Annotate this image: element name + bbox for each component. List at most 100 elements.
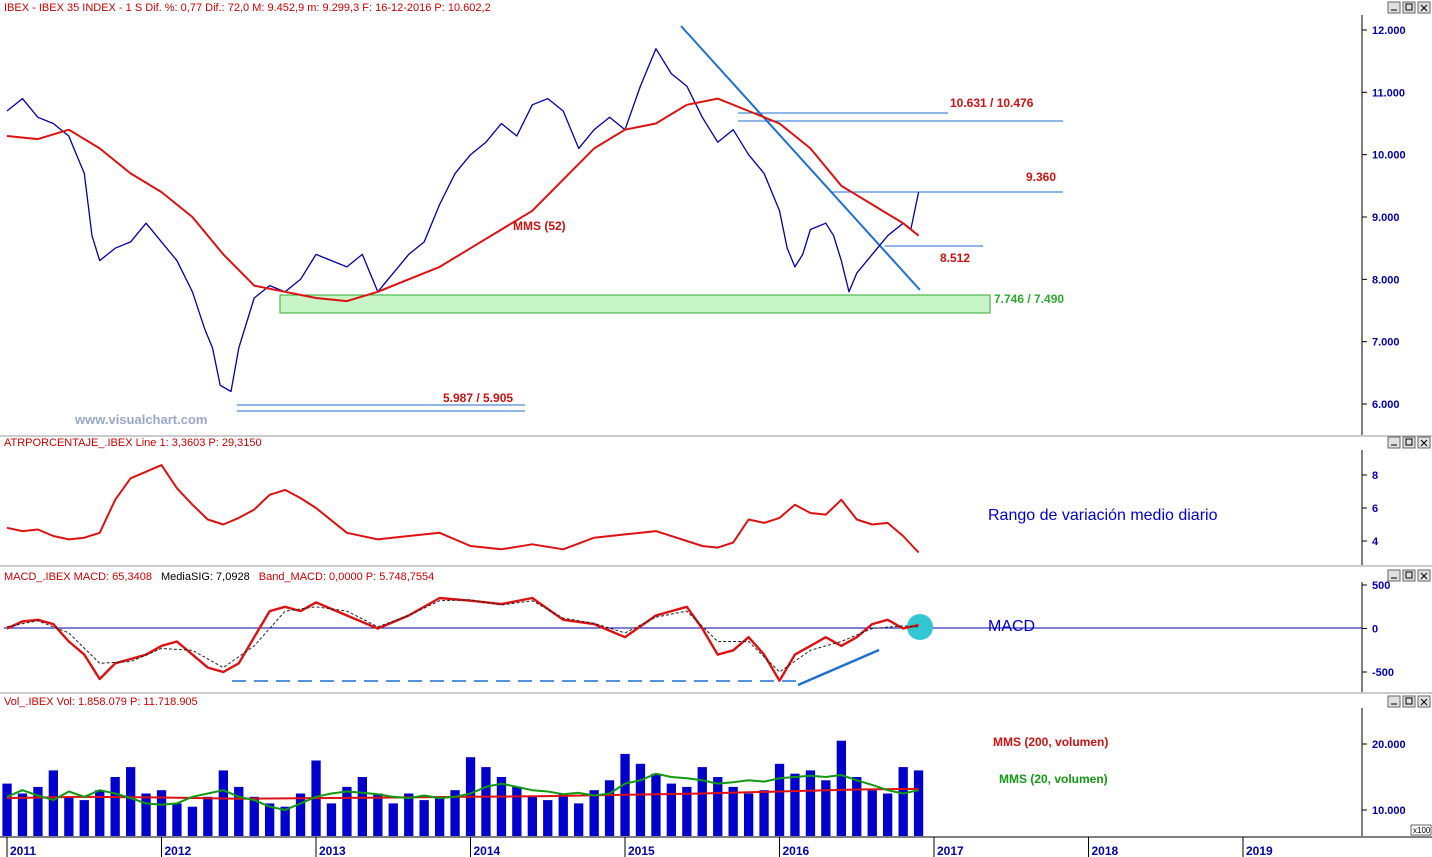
volume-bar [558,793,568,836]
volume-bar [156,790,167,836]
volume-bar [604,780,615,836]
year-label: 2016 [783,844,810,857]
volume-bar [713,777,723,836]
volume-bar [867,790,877,836]
volume-mms200 [6,787,919,800]
macd-series [6,596,919,682]
value-label: 8.000 [1372,274,1400,286]
year-label: 2014 [474,844,501,857]
macd-annotation: MACD [988,618,1035,635]
volume-legend-200: MMS (200, volumen) [993,735,1108,749]
value-label: 0 [1372,624,1378,636]
volume-bar [187,806,198,836]
volume-bar [512,786,522,836]
volume-bar [543,800,553,836]
price-series-mms52 [6,97,920,303]
year-label: 2013 [319,844,346,857]
volume-bar [774,763,785,836]
value-label: 8 [1372,470,1378,482]
volume-bar [635,763,646,836]
volume-bar [404,793,414,836]
value-label: 20.000 [1372,739,1406,751]
volume-panel-header: Vol_.IBEX Vol: 1.858.079 P: 11.718.905 [4,696,198,708]
volume-bar [373,793,383,836]
window-controls-volume[interactable] [1387,695,1431,708]
level-label-8512: 8.512 [940,251,970,265]
downtrend-line [680,25,921,291]
volume-bar [805,770,816,836]
volume-bar [821,780,831,836]
window-controls-macd[interactable] [1387,569,1431,582]
level-label-9360: 9.360 [1026,170,1056,184]
volume-bar [48,770,58,836]
volume-bar [836,740,846,836]
value-label: 9.000 [1372,212,1400,224]
value-label: 7.000 [1372,337,1400,349]
volume-bar [527,796,537,836]
watermark: www.visualchart.com [74,412,207,427]
year-label: 2011 [10,844,36,857]
volume-bar [249,796,259,836]
year-label: 2018 [1092,844,1119,857]
volume-bar [450,790,460,836]
value-label: 12.000 [1372,25,1406,37]
value-label: 11.000 [1372,87,1405,99]
volume-bar [280,806,290,836]
volume-bar [589,790,599,836]
atr-panel-header: ATRPORCENTAJE_.IBEX Line 1: 3,3603 P: 29… [4,437,262,449]
volume-bar [234,786,244,836]
volume-bar [852,777,862,836]
value-label: 500 [1372,580,1390,592]
value-label: 4 [1372,536,1379,548]
volume-bar [388,803,398,836]
volume-bar [744,793,754,836]
macd-signal-series [6,599,919,673]
volume-bar [697,767,707,836]
volume-bar [496,777,507,836]
volume-bar [218,770,228,836]
level-label-7746: 7.746 / 7.490 [994,292,1064,306]
volume-bar [898,767,908,836]
macd-divergence-line [797,648,880,687]
volume-bar [203,796,213,836]
window-controls-price[interactable] [1387,1,1431,14]
year-label: 2019 [1246,844,1273,857]
value-label: 10.000 [1372,805,1406,817]
volume-bar [141,793,151,836]
volume-bar [110,777,120,836]
volume-bar [790,773,800,836]
volume-bar [17,793,28,836]
year-label: 2012 [165,844,192,857]
volume-bar [728,786,738,836]
volume-bar [481,767,491,836]
volume-bar [295,793,306,836]
level-label-10631: 10.631 / 10.476 [950,96,1034,110]
year-label: 2015 [628,844,655,857]
volume-bar [95,790,105,836]
macd-panel-header: MACD_.IBEX MACD: 65,3408 MediaSIG: 7,092… [4,571,434,583]
atr-annotation: Rango de variación medio diario [988,507,1218,524]
year-label: 2017 [937,844,964,857]
atr-series [6,464,920,554]
volume-bar [759,790,769,836]
window-controls-atr[interactable] [1387,436,1431,449]
volume-bar [666,783,676,836]
volume-bar [357,777,367,836]
volume-bar [651,773,661,836]
price-series-ibex [6,48,920,393]
price-panel-header: IBEX - IBEX 35 INDEX - 1 S Dif. %: 0,77 … [4,2,491,14]
value-label: 6.000 [1372,399,1400,411]
volume-bar [913,770,924,836]
volume-bar [265,803,275,836]
value-label: -500 [1372,667,1394,679]
volume-mms20 [6,772,919,811]
volume-bar [126,767,136,836]
level-label-5987: 5.987 / 5.905 [443,391,513,405]
volume-bar [435,796,445,836]
volume-bar [2,783,12,836]
volume-bar [574,803,584,836]
volume-scale-note: x100 [1413,826,1431,835]
volume-bar [419,800,429,836]
volume-bar [682,786,692,836]
